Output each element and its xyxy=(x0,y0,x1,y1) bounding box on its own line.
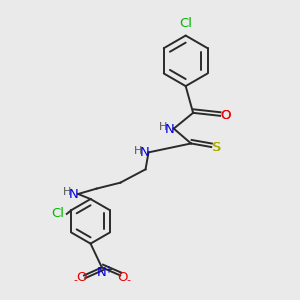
Text: O: O xyxy=(76,271,86,284)
Text: N: N xyxy=(140,146,149,160)
Text: N: N xyxy=(69,188,79,201)
Text: N: N xyxy=(97,266,107,279)
Text: Cl: Cl xyxy=(179,17,192,30)
Text: H: H xyxy=(63,187,72,197)
Text: O: O xyxy=(117,271,128,284)
Text: H: H xyxy=(134,146,142,156)
Text: S: S xyxy=(212,140,221,154)
Text: +: + xyxy=(104,266,112,275)
Text: N: N xyxy=(165,123,175,136)
Text: -: - xyxy=(127,275,130,285)
Text: Cl: Cl xyxy=(51,207,64,220)
Text: -: - xyxy=(73,275,77,285)
Text: S: S xyxy=(211,140,220,154)
Text: O: O xyxy=(220,109,231,122)
Text: H: H xyxy=(159,122,168,132)
Text: O: O xyxy=(220,109,231,122)
